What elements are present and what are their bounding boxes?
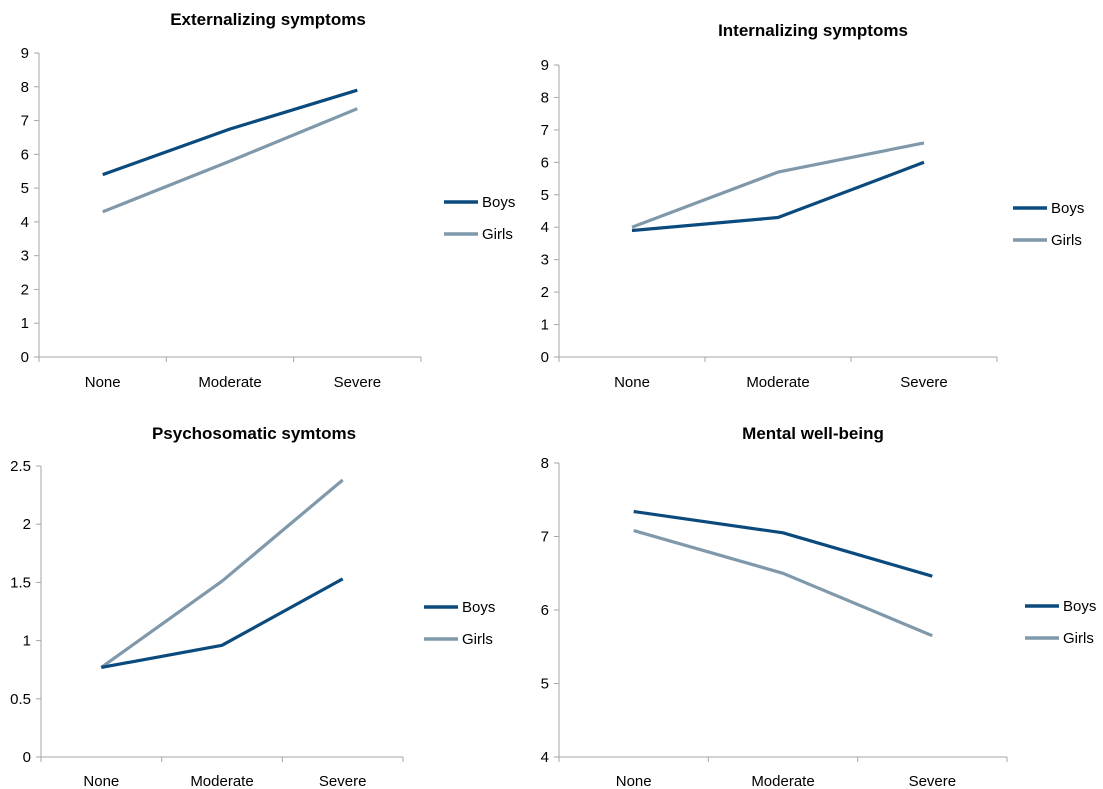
chart-title: Mental well-being	[742, 424, 884, 443]
chart-title: Internalizing symptoms	[718, 21, 908, 40]
y-tick-label: 2	[541, 284, 549, 301]
x-tick-label: Moderate	[190, 773, 253, 789]
x-tick-label: Moderate	[198, 374, 261, 391]
y-tick-label: 9	[541, 57, 549, 74]
legend-label-girls: Girls	[482, 226, 513, 243]
chart-title: Externalizing symptoms	[170, 10, 366, 29]
y-tick-label: 4	[541, 219, 549, 236]
y-tick-label: 2.5	[10, 458, 31, 475]
series-line-girls	[631, 141, 925, 229]
y-tick-label: 8	[541, 455, 549, 472]
x-tick-label: None	[83, 773, 119, 789]
chart-panel-3: Psychosomatic symtoms 0 0.5 1 1.5 2 2.5 None Mod…	[10, 424, 495, 789]
x-tick-label: Severe	[909, 773, 957, 789]
x-tick-label: None	[616, 773, 652, 789]
legend-label-girls: Girls	[1051, 232, 1082, 249]
series-line-girls	[633, 529, 933, 638]
x-tick-label: Moderate	[746, 374, 809, 391]
x-tick-label: None	[85, 374, 121, 391]
legend-label-girls: Girls	[462, 631, 493, 648]
chart-panel-1: Externalizing symptoms 0 1 2 3 4 5 6 7 8 9 None Mode…	[21, 10, 516, 391]
series-line-boys	[101, 577, 344, 669]
y-tick-label: 6	[21, 146, 29, 163]
chart-panel-2: Internalizing symptoms 0 1 2 3 4 5 6 7 8 9 None Mode…	[541, 21, 1085, 391]
legend-label-boys: Boys	[1051, 200, 1084, 217]
chart-panel-4: Mental well-being 4 5 6 7 8 None Moderate Severe…	[541, 424, 1097, 789]
y-tick-label: 7	[541, 529, 549, 546]
y-tick-label: 1	[541, 317, 549, 334]
y-tick-label: 0	[23, 749, 31, 766]
y-tick-label: 4	[541, 749, 549, 766]
y-tick-label: 3	[21, 248, 29, 265]
x-tick-label: None	[614, 374, 650, 391]
y-tick-label: 0	[21, 349, 29, 366]
y-tick-label: 5	[541, 187, 549, 204]
legend-label-boys: Boys	[482, 194, 515, 211]
y-tick-label: 3	[541, 252, 549, 269]
y-tick-label: 5	[541, 676, 549, 693]
y-tick-label: 4	[21, 214, 29, 231]
y-tick-label: 0.5	[10, 691, 31, 708]
y-tick-label: 7	[21, 113, 29, 130]
x-tick-label: Severe	[319, 773, 367, 789]
y-tick-label: 1	[23, 633, 31, 650]
y-tick-label: 0	[541, 349, 549, 366]
legend-label-girls: Girls	[1063, 630, 1094, 647]
legend-label-boys: Boys	[462, 599, 495, 616]
series-line-girls	[100, 478, 344, 669]
y-tick-label: 8	[541, 89, 549, 106]
y-tick-label: 8	[21, 79, 29, 96]
y-tick-label: 7	[541, 122, 549, 139]
x-tick-label: Severe	[334, 374, 382, 391]
x-tick-label: Severe	[900, 374, 948, 391]
y-tick-label: 5	[21, 180, 29, 197]
y-tick-label: 6	[541, 154, 549, 171]
y-tick-label: 6	[541, 602, 549, 619]
y-tick-label: 9	[21, 45, 29, 62]
legend-label-boys: Boys	[1063, 598, 1096, 615]
y-tick-label: 2	[21, 281, 29, 298]
y-tick-label: 1.5	[10, 574, 31, 591]
y-tick-label: 1	[21, 315, 29, 332]
x-tick-label: Moderate	[751, 773, 814, 789]
chart-title: Psychosomatic symtoms	[152, 424, 356, 443]
y-tick-label: 2	[23, 516, 31, 533]
